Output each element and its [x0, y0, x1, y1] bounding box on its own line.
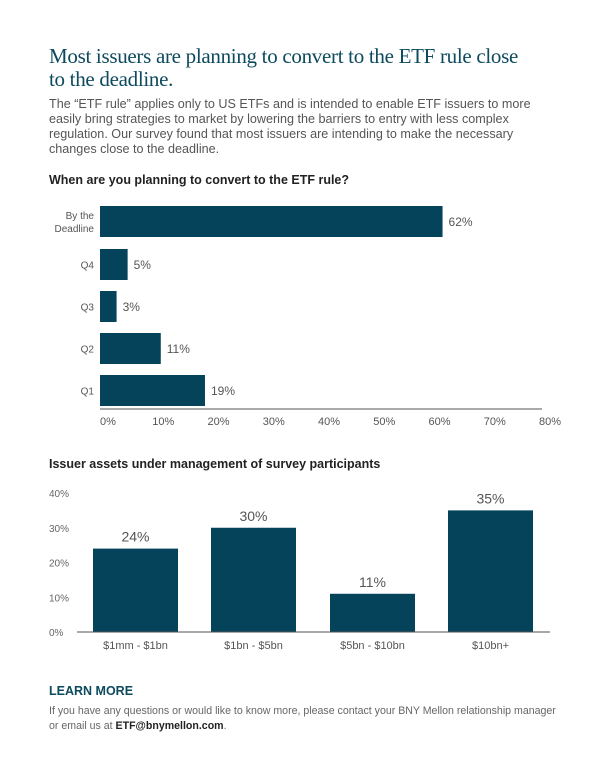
x-tick-label: 50% [373, 416, 395, 428]
category-label-2: $5bn - $10bn [340, 640, 405, 652]
x-tick-label: 60% [428, 416, 450, 428]
category-label-3: Q2 [81, 345, 95, 356]
data-label-4: 19% [211, 384, 235, 398]
y-tick-label: 0% [49, 628, 64, 639]
learn-more-end: . [223, 720, 227, 732]
chart2-title: Issuer assets under management of survey… [49, 457, 381, 471]
category-label-0: Deadline [55, 224, 95, 235]
x-tick-label: 0% [100, 416, 116, 428]
y-tick-label: 30% [49, 524, 69, 535]
x-tick-label: 30% [263, 416, 285, 428]
data-label-3: 11% [167, 342, 190, 356]
y-tick-label: 10% [49, 593, 69, 604]
x-tick-label: 80% [539, 416, 561, 428]
data-label-0: 62% [449, 215, 473, 229]
category-label-2: Q3 [81, 303, 95, 314]
x-tick-label: 40% [318, 416, 340, 428]
bar-3 [448, 510, 533, 632]
x-tick-label: 70% [484, 416, 506, 428]
intro-paragraph: The “ETF rule” applies only to US ETFs a… [49, 97, 531, 156]
category-label-3: $10bn+ [472, 640, 509, 652]
bar-2 [330, 593, 415, 632]
y-tick-label: 40% [49, 489, 69, 500]
data-label-2: 11% [359, 574, 386, 590]
bar-0 [93, 548, 178, 632]
data-label-3: 35% [476, 490, 504, 506]
learn-more-text: If you have any questions or would like … [49, 704, 559, 734]
x-tick-label: 20% [207, 416, 229, 428]
data-label-2: 3% [123, 300, 141, 314]
data-label-0: 24% [121, 529, 149, 545]
bar-4 [100, 375, 205, 406]
category-label-1: $1bn - $5bn [224, 640, 283, 652]
category-label-1: Q4 [81, 261, 95, 272]
email-link[interactable]: ETF@bnymellon.com [115, 720, 224, 732]
category-label-0: By the [66, 211, 95, 222]
learn-more-body: If you have any questions or would like … [49, 705, 556, 732]
chart1-title: When are you planning to convert to the … [49, 173, 350, 187]
conversion-timing-chart: 62% By the Deadline 5% Q4 3% Q3 11% Q2 19% Q1 0% 10%… [55, 206, 561, 428]
category-label-4: Q1 [81, 387, 95, 398]
data-label-1: 5% [134, 258, 152, 272]
bar-3 [100, 333, 161, 364]
x-tick-label: 10% [152, 416, 174, 428]
bar-1 [100, 249, 128, 280]
data-label-1: 30% [239, 508, 267, 524]
aum-chart: 0% 10% 20% 30% 40% 24% $1mm - $1bn 30% $1bn - $5… [49, 489, 550, 652]
category-label-0: $1mm - $1bn [103, 640, 168, 652]
learn-more-heading: LEARN MORE [49, 684, 134, 698]
bar-2 [100, 291, 117, 322]
y-tick-label: 20% [49, 559, 69, 570]
bar-0 [100, 206, 443, 237]
page-title: Most issuers are planning to convert to … [49, 44, 518, 91]
bar-1 [211, 527, 296, 632]
